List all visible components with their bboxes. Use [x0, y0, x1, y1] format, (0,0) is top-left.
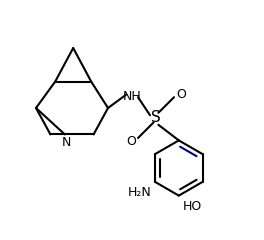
Text: N: N — [61, 136, 71, 149]
Text: H₂N: H₂N — [128, 186, 151, 199]
Text: S: S — [151, 110, 161, 125]
Text: HO: HO — [182, 200, 202, 213]
Text: O: O — [126, 135, 136, 148]
Text: NH: NH — [122, 90, 142, 102]
Text: O: O — [176, 88, 186, 101]
